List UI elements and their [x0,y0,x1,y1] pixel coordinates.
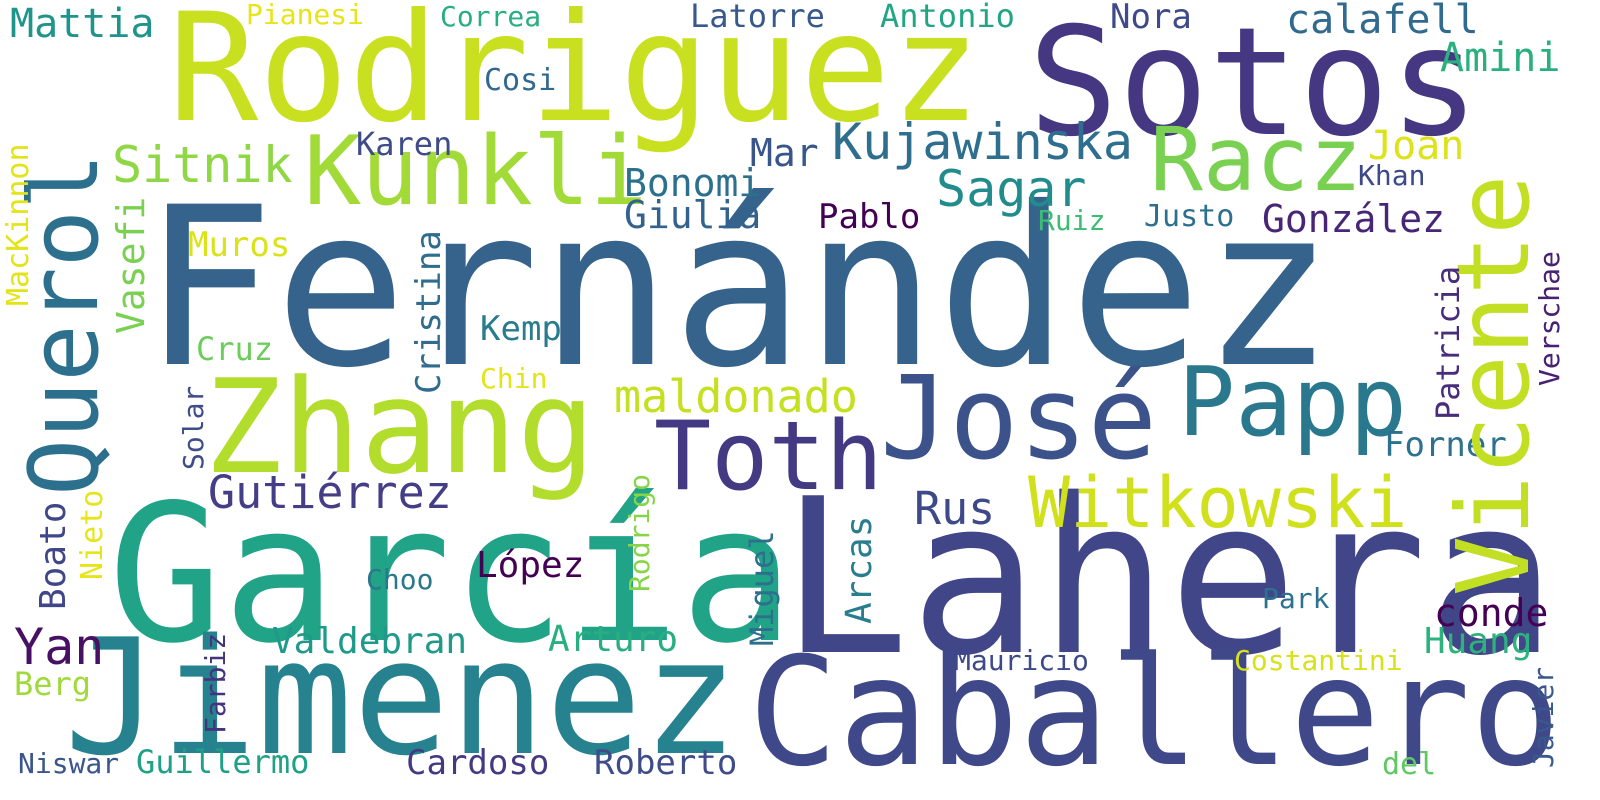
word-pianesi: Pianesi [246,0,365,31]
word-jose: José [880,352,1157,486]
word-boato: Boato [33,501,74,610]
word-sitnik: Sitnik [112,136,293,194]
word-muros: Muros [188,225,291,265]
word-huang: Huang [1424,621,1533,662]
word-garcia: García [108,464,795,685]
word-lahera: Lahera [780,452,1557,703]
word-niswar: Niswar [18,747,120,780]
word-choo: Choo [366,563,434,596]
word-ruiz: Ruiz [1038,204,1106,237]
word-berg: Berg [14,665,92,703]
word-javier: Javier [1527,666,1560,768]
word-guillermo: Guillermo [136,743,310,781]
word-cardoso: Cardoso [406,743,550,783]
word-toth: Toth [654,402,883,512]
word-forner: Forner [1384,425,1507,465]
word-rodrigo: Rodrigo [623,473,656,592]
word-bonomi: Bonomi [624,161,762,205]
word-kujawinska: Kujawinska [832,113,1134,171]
word-kunkli: Kunkli [304,117,648,227]
word-kemp: Kemp [480,309,562,349]
word-sotos: Sotos [1028,0,1480,170]
word-witkowski: Witkowski [1028,462,1408,544]
word-sagar: Sagar [936,160,1087,218]
word-del: del [1382,747,1437,782]
word-gonzalez: González [1262,197,1446,241]
word-costantini: Costantini [1234,644,1403,677]
word-arturo: Arturo [548,619,679,660]
word-gutierrez: Gutiérrez [208,466,452,519]
word-antonio: Antonio [880,0,1015,35]
word-lopez: López [476,545,585,586]
word-correa: Correa [440,0,542,33]
word-valdebran: Valdebran [272,621,468,662]
word-cristina: Cristina [409,230,449,394]
word-zhang: Zhang [204,351,596,503]
word-verschae: Verschae [1533,251,1566,386]
word-calafell: calafell [1286,0,1479,43]
word-papp: Papp [1178,348,1407,458]
word-amini: Amini [1440,35,1561,81]
word-giulia: Giulia [624,193,762,237]
word-maldonado: maldonado [614,370,858,423]
word-solar: Solar [177,385,210,470]
word-roberto: Roberto [594,743,738,783]
word-cruz: Cruz [196,330,274,368]
word-mauricio: Mauricio [954,644,1089,677]
word-vasefi: Vasefi [109,196,153,334]
word-arcas: Arcas [839,515,880,624]
word-patricia: Patricia [1429,265,1467,420]
word-justo: Justo [1144,199,1235,234]
word-rus: Rus [914,482,996,535]
word-racz: Racz [1150,108,1362,211]
word-mattia: Mattia [10,1,155,47]
word-caballero: Caballero [748,626,1561,800]
word-pablo: Pablo [818,197,921,237]
word-mackinnon: MacKinnon [1,143,36,306]
word-khan: Khan [1358,159,1426,192]
word-yan: Yan [14,618,105,676]
word-park: Park [1262,582,1330,615]
word-karen: Karen [356,125,453,163]
word-nora: Nora [1110,0,1192,37]
word-nieto: Nieto [75,489,110,580]
word-rodriguez: Rodriguez [168,0,981,156]
word-jimenez: Jimenez [64,604,739,791]
word-chin: Chin [480,362,548,395]
word-cosi: Cosi [484,63,557,98]
word-latorre: Latorre [690,0,825,35]
word-joan: Joan [1368,123,1465,169]
word-conde: conde [1434,591,1549,635]
word-miguel: Miguel [743,530,781,646]
word-mar: Mar [750,131,819,175]
word-fernandez: Fernández [142,160,1335,416]
word-farbiz: Farbiz [199,632,232,734]
